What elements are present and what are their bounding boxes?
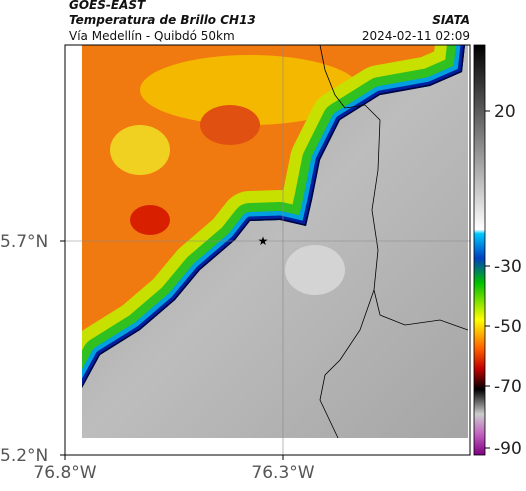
colorbar-label: -50 <box>494 317 522 337</box>
y-label: 5.7°N <box>0 232 48 252</box>
colorbar-label: -90 <box>494 439 522 459</box>
x-label: 76.8°W <box>33 463 96 483</box>
colorbar-label: -30 <box>494 257 522 277</box>
labels: 5.7°N 5.2°N76.8°W 76.3°W 20 -30 -50 -70 -90 <box>0 102 522 483</box>
frame <box>64 44 471 456</box>
x-label: 76.3°W <box>251 463 314 483</box>
map: ★ <box>64 44 471 456</box>
y-label: 5.2°N <box>0 446 48 466</box>
warm-patch <box>285 245 345 295</box>
route: Vía Medellín - Quibdó 50km <box>69 29 235 43</box>
borders <box>319 44 469 439</box>
source: GOES-EAST <box>69 0 146 12</box>
org: SIATA <box>432 13 470 27</box>
colorbar-label: 20 <box>494 102 516 122</box>
product: Temperatura de Brillo CH13 <box>69 13 256 27</box>
datetime: 2024-02-11 02:09 <box>362 29 470 43</box>
colorbar-label: -70 <box>494 377 522 397</box>
location-star: ★ <box>258 234 269 248</box>
colorbar <box>473 44 486 456</box>
